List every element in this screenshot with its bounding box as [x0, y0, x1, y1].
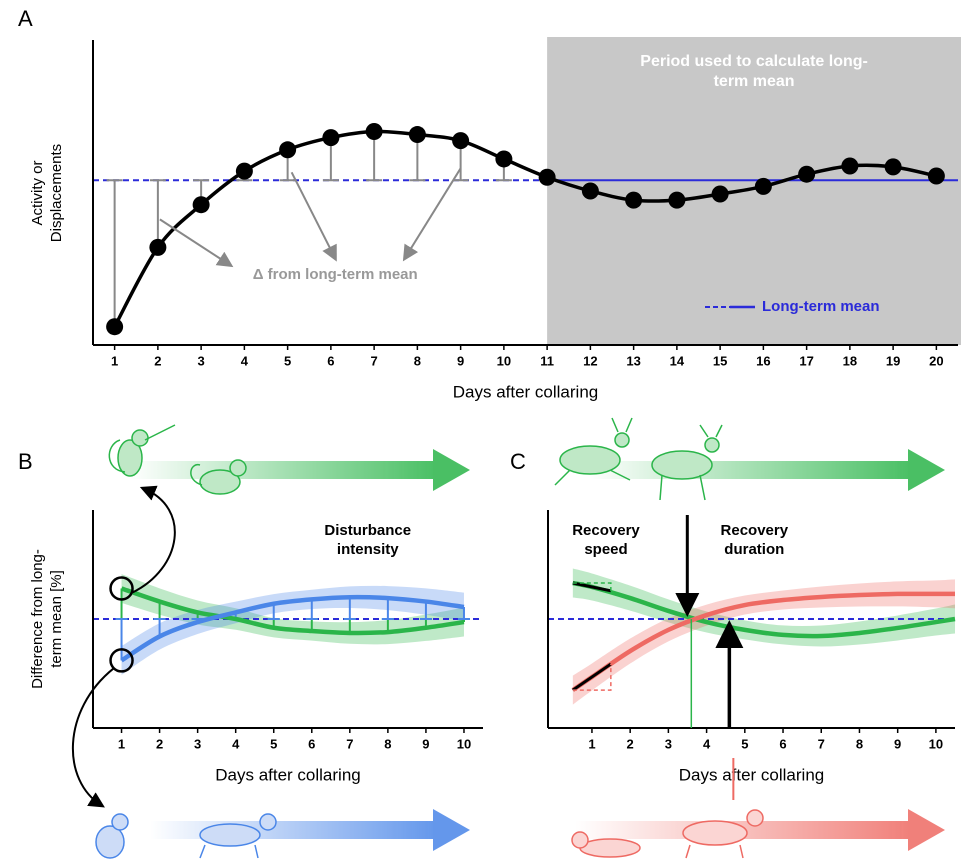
panel-label: C: [510, 449, 526, 474]
data-point: [322, 129, 340, 147]
curve: [120, 586, 465, 636]
curve: [572, 580, 956, 639]
data-point: [754, 177, 772, 195]
x-tick-label: 9: [894, 736, 901, 751]
slope-triangle: [572, 664, 612, 691]
x-tick-label: 8: [414, 353, 421, 368]
annotation-arrow: [159, 218, 234, 268]
x-tick-label: 2: [156, 736, 163, 751]
y-axis-title: Activity or Displacements: [29, 143, 65, 242]
x-tick-label: 5: [741, 736, 748, 751]
data-point: [927, 167, 945, 185]
x-tick-label: 4: [703, 736, 711, 751]
y-axis-title: Difference from long-term mean [%]: [29, 549, 65, 689]
slope-tangent: [571, 662, 612, 692]
data-point: [711, 185, 729, 203]
confidence-band: [121, 574, 464, 645]
animal-icons: [95, 417, 764, 859]
data-point: [106, 318, 124, 336]
annotation-arrow: [290, 171, 337, 262]
x-tick-label: 8: [384, 736, 391, 751]
x-tick-label: 13: [626, 353, 640, 368]
x-tick-label: 14: [670, 353, 685, 368]
x-tick-label: 6: [327, 353, 334, 368]
data-point: [452, 132, 470, 150]
data-point: [235, 162, 253, 180]
data-point: [841, 157, 859, 175]
x-tick-label: 16: [756, 353, 770, 368]
x-tick-label: 6: [779, 736, 786, 751]
data-point: [884, 158, 902, 176]
highlight-circle: [109, 576, 134, 601]
confidence-band: [572, 568, 955, 647]
data-point: [149, 238, 167, 256]
data-point: [538, 168, 556, 186]
panel-label: A: [18, 6, 33, 31]
shade-label: Period used to calculate long-term mean: [640, 53, 868, 90]
x-tick-label: 11: [540, 353, 554, 368]
x-tick-label: 2: [154, 353, 161, 368]
x-tick-label: 7: [818, 736, 825, 751]
data-point: [495, 150, 513, 168]
x-tick-label: 19: [886, 353, 900, 368]
x-tick-label: 3: [198, 353, 205, 368]
x-tick-label: 1: [111, 353, 118, 368]
x-tick-label: 17: [799, 353, 813, 368]
annotation: Recovery speed: [572, 522, 640, 558]
x-tick-label: 10: [929, 736, 943, 751]
legend-label: Long-term mean: [762, 298, 880, 315]
x-tick-label: 7: [346, 736, 353, 751]
x-tick-label: 8: [856, 736, 863, 751]
x-tick-label: 10: [497, 353, 511, 368]
delta-label: Δ from long-term mean: [253, 266, 418, 283]
data-point: [279, 141, 297, 159]
link-arrow: [72, 667, 115, 808]
x-tick-label: 9: [457, 353, 464, 368]
data-point: [408, 126, 426, 144]
x-tick-label: 3: [665, 736, 672, 751]
data-point: [798, 165, 816, 183]
x-axis-title: Days after collaring: [453, 382, 599, 401]
x-tick-label: 15: [713, 353, 727, 368]
data-point: [192, 196, 210, 214]
data-point: [581, 182, 599, 200]
x-tick-label: 10: [457, 736, 471, 751]
panel-label: B: [18, 449, 33, 474]
confidence-band: [121, 585, 464, 675]
x-tick-label: 2: [627, 736, 634, 751]
data-point: [668, 191, 686, 209]
link-arrow: [132, 485, 176, 594]
x-tick-label: 12: [583, 353, 597, 368]
x-tick-label: 5: [270, 736, 277, 751]
trend-arrow: [130, 449, 945, 851]
x-tick-label: 4: [241, 353, 249, 368]
data-point: [365, 123, 383, 140]
annotation: Recovery duration: [720, 522, 789, 558]
curve: [120, 594, 465, 663]
x-tick-label: 4: [232, 736, 240, 751]
slope-tangent: [572, 581, 612, 593]
data-point: [625, 191, 643, 209]
x-tick-label: 20: [929, 353, 943, 368]
slope-triangle: [572, 582, 612, 591]
x-tick-label: 3: [194, 736, 201, 751]
shaded-period: [547, 37, 961, 345]
x-tick-label: 1: [118, 736, 125, 751]
x-axis-title: Days after collaring: [215, 765, 361, 784]
x-tick-label: 9: [422, 736, 429, 751]
annotation-arrow: [402, 167, 462, 262]
x-tick-label: 7: [371, 353, 378, 368]
x-tick-label: 5: [284, 353, 291, 368]
x-axis-title: Days after collaring: [679, 765, 825, 784]
curve: [571, 591, 955, 692]
x-tick-label: 18: [843, 353, 857, 368]
x-tick-label: 1: [588, 736, 595, 751]
highlight-circle: [109, 648, 134, 673]
x-tick-label: 6: [308, 736, 315, 751]
annotation: Disturbance intensity: [324, 522, 412, 558]
